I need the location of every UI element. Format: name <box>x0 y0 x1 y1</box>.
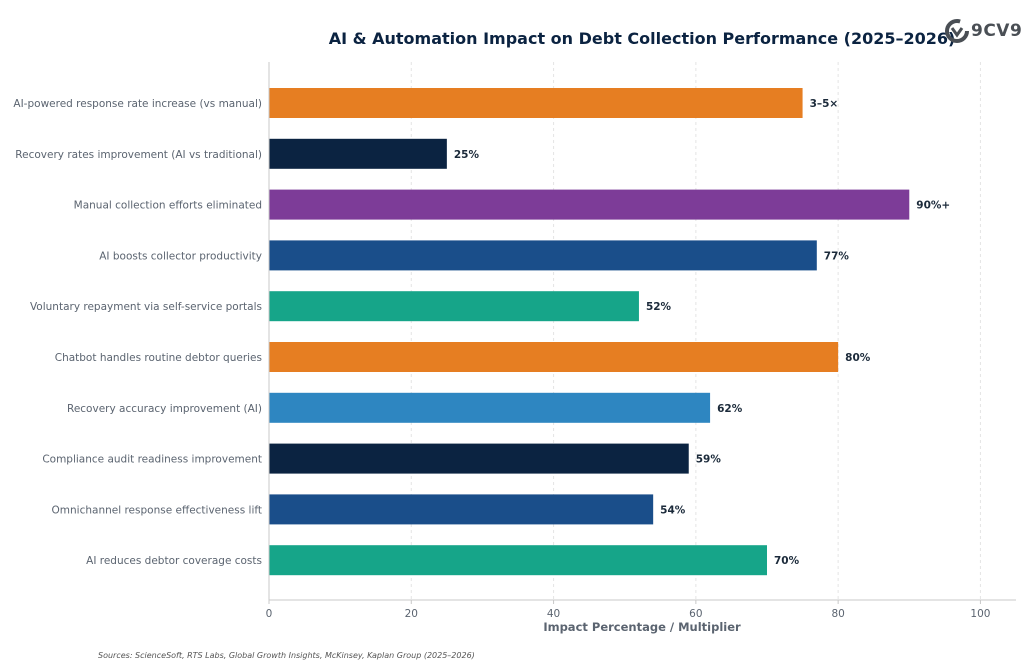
category-label: Manual collection efforts eliminated <box>74 200 262 212</box>
bar-value-label: 3–5× <box>810 98 839 110</box>
x-tick-label: 80 <box>831 608 844 620</box>
bar-value-label: 62% <box>717 403 743 415</box>
category-label: Voluntary repayment via self-service por… <box>30 301 262 313</box>
bar <box>269 494 654 525</box>
x-tick-label: 20 <box>405 608 418 620</box>
logo-text: 9CV9 <box>971 21 1023 41</box>
bar-value-label: 80% <box>845 352 871 364</box>
brand-logo: 9CV9 <box>944 18 1022 44</box>
bars <box>269 88 910 576</box>
category-label: Recovery accuracy improvement (AI) <box>67 403 262 415</box>
x-tick-label: 60 <box>689 608 702 620</box>
bar <box>269 189 910 220</box>
category-label: Compliance audit readiness improvement <box>42 454 262 466</box>
chart-title: AI & Automation Impact on Debt Collectio… <box>329 29 956 48</box>
category-label: AI-powered response rate increase (vs ma… <box>13 98 262 110</box>
bar <box>269 392 711 423</box>
bar-value-label: 25% <box>454 149 480 161</box>
category-label: Omnichannel response effectiveness lift <box>52 504 262 516</box>
source-note: Sources: ScienceSoft, RTS Labs, Global G… <box>98 651 475 660</box>
bar <box>269 138 447 169</box>
category-label: Recovery rates improvement (AI vs tradit… <box>15 149 262 161</box>
bar <box>269 342 839 372</box>
category-label: Chatbot handles routine debtor queries <box>55 352 262 364</box>
category-labels: AI-powered response rate increase (vs ma… <box>13 98 262 567</box>
bar <box>269 545 767 576</box>
value-labels: 3–5× 25% 90%+ 77% 52% 80% 62% 59% 54% 70% <box>454 98 950 567</box>
logo-mark-icon <box>945 19 969 43</box>
bar-value-label: 70% <box>774 555 800 567</box>
category-label: AI reduces debtor coverage costs <box>86 555 262 567</box>
bar-value-label: 52% <box>646 301 672 313</box>
bar-value-label: 59% <box>696 454 722 466</box>
bar <box>269 240 817 271</box>
bar <box>269 291 639 322</box>
x-tick-label: 0 <box>266 608 273 620</box>
bar-value-label: 54% <box>660 504 686 516</box>
bar-value-label: 90%+ <box>916 200 950 212</box>
category-label: AI boosts collector productivity <box>99 250 262 262</box>
bar-value-label: 77% <box>824 250 850 262</box>
x-axis-label: Impact Percentage / Multiplier <box>543 620 741 634</box>
x-tick-label: 100 <box>970 608 990 620</box>
x-tick-labels: 0 20 40 60 80 100 <box>266 600 990 620</box>
bar <box>269 88 803 118</box>
bar <box>269 443 689 474</box>
x-tick-label: 40 <box>547 608 560 620</box>
